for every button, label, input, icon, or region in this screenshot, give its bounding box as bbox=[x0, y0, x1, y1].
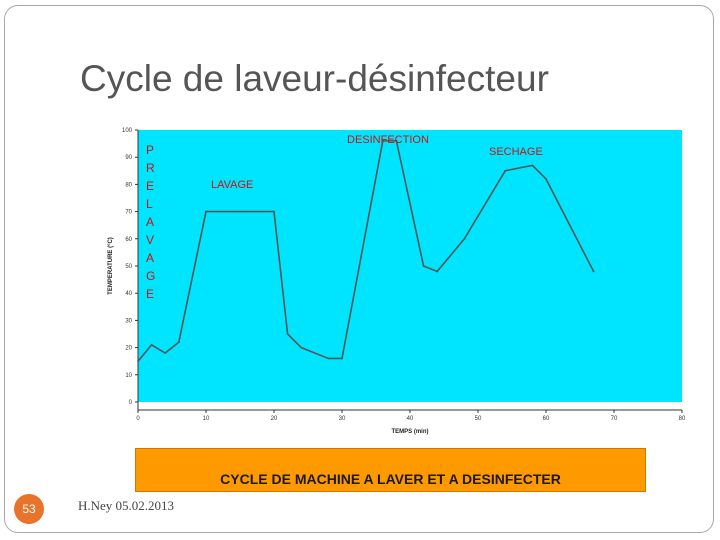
plot-area bbox=[138, 130, 682, 402]
y-tick-label: 50 bbox=[125, 264, 132, 270]
data-point bbox=[327, 357, 330, 360]
y-tick-label: 10 bbox=[125, 373, 132, 379]
tick-labels: 0 10 20 30 40 50 60 70 80 90 100 0 10 20 30 40 50 60 70 80 bbox=[122, 128, 686, 422]
x-tick-label: 50 bbox=[475, 416, 482, 422]
y-tick-label: 100 bbox=[122, 128, 133, 134]
data-point bbox=[545, 178, 547, 180]
x-tick-label: 0 bbox=[136, 416, 140, 422]
slide-title: Cycle de laveur-désinfecteur bbox=[80, 58, 549, 99]
prelavage-letter: V bbox=[146, 233, 154, 247]
data-point bbox=[205, 210, 207, 213]
data-point bbox=[164, 352, 167, 354]
y-tick-label: 20 bbox=[125, 346, 132, 352]
y-axis-label: TEMPERATURE (°C) bbox=[108, 237, 114, 295]
x-tick-label: 60 bbox=[543, 416, 550, 422]
data-point bbox=[463, 237, 466, 240]
data-point bbox=[137, 360, 139, 363]
data-point bbox=[273, 210, 275, 213]
data-point bbox=[381, 139, 384, 142]
y-tick-label: 30 bbox=[125, 318, 132, 324]
data-point bbox=[177, 341, 180, 344]
data-point bbox=[422, 265, 425, 267]
x-axis-label: TEMPS (min) bbox=[392, 429, 429, 435]
data-point bbox=[300, 346, 303, 349]
prelavage-letter: P bbox=[146, 143, 154, 157]
slide-number-badge: 53 bbox=[14, 494, 44, 524]
y-tick-label: 60 bbox=[125, 237, 132, 243]
y-tick-label: 90 bbox=[125, 155, 132, 161]
prelavage-letter: L bbox=[146, 197, 153, 211]
prelavage-letter: A bbox=[146, 251, 154, 265]
y-tick-label: 40 bbox=[125, 291, 132, 297]
x-tick-label: 40 bbox=[407, 416, 414, 422]
x-tick-label: 30 bbox=[339, 416, 346, 422]
y-tick-label: 70 bbox=[125, 210, 132, 216]
lavage-annotation: LAVAGE bbox=[211, 179, 253, 191]
x-tick-label: 10 bbox=[203, 416, 210, 422]
series-polyline bbox=[137, 140, 595, 362]
chart-caption-banner: CYCLE DE MACHINE A LAVER ET A DESINFECTE… bbox=[135, 448, 646, 492]
desinfection-annotation: DESINFECTION bbox=[347, 134, 429, 146]
footer-text: H.Ney 05.02.2013 bbox=[78, 498, 175, 513]
banner-text: CYCLE DE MACHINE A LAVER ET A DESINFECTE… bbox=[220, 471, 561, 487]
data-point bbox=[286, 333, 289, 335]
prelavage-letter: E bbox=[146, 179, 154, 193]
data-point bbox=[531, 164, 534, 167]
prelavage-letter: G bbox=[146, 269, 155, 283]
x-tick-label: 70 bbox=[611, 416, 618, 422]
data-point bbox=[504, 169, 507, 172]
y-tick-label: 80 bbox=[125, 182, 132, 188]
prelavage-letter: E bbox=[146, 287, 154, 301]
data-point bbox=[239, 210, 241, 213]
data-point bbox=[395, 139, 398, 142]
prelavage-letter: A bbox=[146, 215, 154, 229]
data-point bbox=[341, 357, 343, 360]
series-line bbox=[137, 139, 595, 363]
y-tick-label: 0 bbox=[129, 400, 133, 406]
x-tick-label: 80 bbox=[679, 416, 686, 422]
data-point bbox=[436, 270, 439, 273]
x-tick-label: 20 bbox=[271, 416, 278, 422]
data-point bbox=[150, 343, 153, 346]
data-point bbox=[592, 270, 595, 273]
sechage-annotation: SECHAGE bbox=[489, 146, 543, 158]
prelavage-letter: R bbox=[146, 161, 155, 175]
